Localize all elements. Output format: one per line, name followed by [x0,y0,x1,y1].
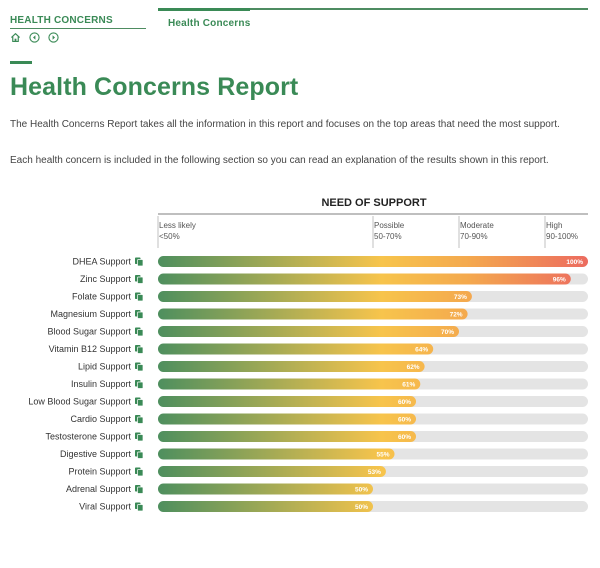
data-label-folate-support: 73% [454,294,467,301]
category-label-magnesium-support: Magnesium Support [50,309,131,319]
bar-zinc-support [158,273,571,285]
info-icon-back-adrenal-support [137,486,144,494]
info-icon-back-cardio-support [137,416,144,424]
bar-dhea-support [158,256,588,267]
category-label-protein-support: Protein Support [68,467,131,477]
data-label-zinc-support: 96% [553,277,566,284]
intro-paragraph: The Health Concerns Report takes all the… [10,119,560,130]
band-label: Possible [374,221,405,230]
info-icon-back-magnesium-support [137,311,144,319]
active-tab-indicator [158,8,250,11]
bar-viral-support [158,501,373,512]
section-title: HEALTH CONCERNS [10,15,113,26]
info-icon-back-testosterone-support [137,434,144,442]
band-range-label: 70-90% [460,232,488,241]
info-icon-back-vitamin-b12-support [137,346,144,354]
home-icon[interactable] [10,32,21,43]
data-label-vitamin-b12-support: 64% [415,347,428,354]
bar-blood-sugar-support [158,326,459,337]
info-icon-back-blood-sugar-support [137,329,144,337]
prev-icon[interactable] [29,32,40,43]
band-range-label: <50% [159,232,180,241]
band-range-label: 50-70% [374,232,402,241]
bar-low-blood-sugar-support [158,396,416,407]
category-label-testosterone-support: Testosterone Support [45,432,131,442]
info-icon-back-dhea-support [137,259,144,267]
info-icon-back-insulin-support [137,381,144,389]
explanation-paragraph: Each health concern is included in the f… [10,155,549,166]
category-label-vitamin-b12-support: Vitamin B12 Support [49,344,132,354]
data-label-low-blood-sugar-support: 60% [398,399,411,406]
data-label-blood-sugar-support: 70% [441,329,454,336]
category-label-adrenal-support: Adrenal Support [66,484,132,494]
bar-protein-support [158,466,386,477]
category-label-viral-support: Viral Support [79,502,131,512]
data-label-cardio-support: 60% [398,417,411,424]
need-of-support-chart: NEED OF SUPPORT Less likely <50% Possible 50… [28,197,588,512]
info-icon-back-protein-support [137,469,144,477]
bar-digestive-support [158,448,395,460]
chart-title: NEED OF SUPPORT [321,197,426,209]
page-title: Health Concerns Report [10,73,299,101]
category-label-folate-support: Folate Support [72,292,132,302]
bar-magnesium-support [158,308,468,320]
category-label-low-blood-sugar-support: Low Blood Sugar Support [28,397,131,407]
data-label-lipid-support: 62% [407,364,420,371]
band-range-label: 90-100% [546,232,578,241]
data-label-digestive-support: 55% [376,452,389,459]
data-label-dhea-support: 100% [566,259,583,266]
title-accent-rule [10,61,32,64]
next-icon[interactable] [48,32,59,43]
category-label-cardio-support: Cardio Support [70,414,131,424]
info-icon-back-low-blood-sugar-support [137,399,144,407]
bar-insulin-support [158,378,421,390]
data-label-insulin-support: 61% [402,382,415,389]
category-label-lipid-support: Lipid Support [78,362,132,372]
bar-adrenal-support [158,483,373,495]
band-label: Less likely [159,221,196,230]
bar-cardio-support [158,413,416,425]
info-icon-back-folate-support [137,294,144,302]
data-label-protein-support: 53% [368,469,381,476]
bar-lipid-support [158,361,425,372]
data-label-viral-support: 50% [355,504,368,511]
data-label-testosterone-support: 60% [398,434,411,441]
bar-testosterone-support [158,431,416,442]
band-label: Moderate [460,221,494,230]
category-label-zinc-support: Zinc Support [80,274,132,284]
category-label-dhea-support: DHEA Support [72,257,131,267]
info-icon-back-viral-support [137,504,144,512]
tab-bar: Health Concerns [158,8,588,29]
tab-health-concerns[interactable]: Health Concerns [168,18,251,29]
data-label-adrenal-support: 50% [355,487,368,494]
category-label-insulin-support: Insulin Support [71,379,132,389]
bar-vitamin-b12-support [158,343,434,355]
category-label-digestive-support: Digestive Support [60,449,132,459]
category-label-blood-sugar-support: Blood Sugar Support [47,327,131,337]
info-icon-back-lipid-support [137,364,144,372]
nav-icon-group [10,32,59,43]
bar-folate-support [158,291,472,302]
data-label-magnesium-support: 72% [450,312,463,319]
info-icon-back-digestive-support [137,451,144,459]
band-label: High [546,221,562,230]
section-header: HEALTH CONCERNS [10,8,146,29]
info-icon-back-zinc-support [137,276,144,284]
